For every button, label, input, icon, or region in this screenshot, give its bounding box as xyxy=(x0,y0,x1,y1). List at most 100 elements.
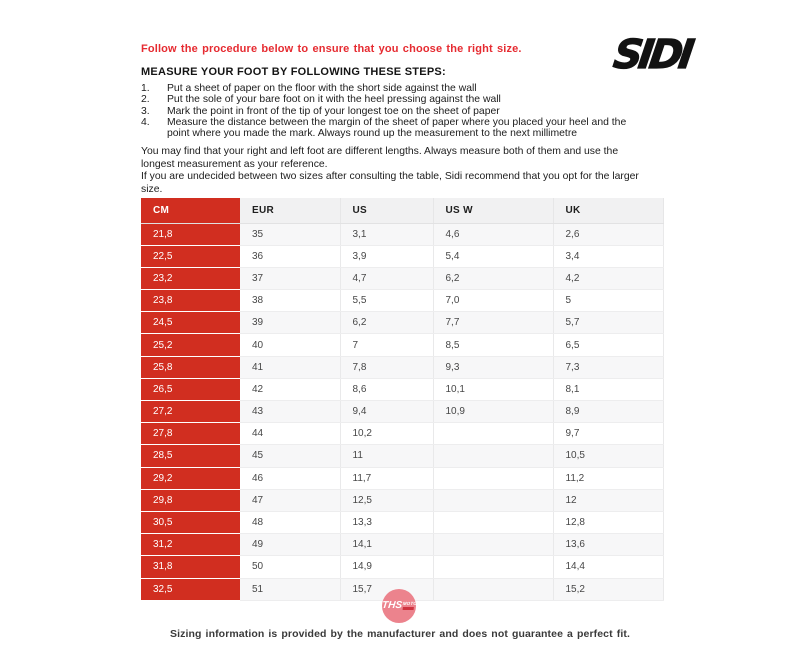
cell-eur: 37 xyxy=(240,267,341,291)
cell-us: 3,1 xyxy=(340,223,434,246)
cell-uk: 14,4 xyxy=(553,555,664,579)
cell-us: 14,9 xyxy=(340,555,434,579)
cell-us: 13,3 xyxy=(340,511,434,535)
column-header-eur: EUR xyxy=(240,198,341,224)
size-table-row: 27,2 43 9,4 10,9 8,9 xyxy=(141,400,664,424)
size-table-row: 29,2 46 11,7 11,2 xyxy=(141,467,664,490)
cell-us-w: 4,6 xyxy=(433,223,554,246)
cell-us-w: 7,0 xyxy=(433,289,554,313)
size-table-row: 23,8 38 5,5 7,0 5 xyxy=(141,289,664,313)
cell-eur: 36 xyxy=(240,245,341,268)
intro-instruction-text: Follow the procedure below to ensure tha… xyxy=(141,43,522,55)
size-table-row: 31,8 50 14,9 14,4 xyxy=(141,555,664,579)
ths-moto-watermark-text: THS MOTO xyxy=(381,600,417,611)
cell-us-w: 7,7 xyxy=(433,311,554,335)
step-text: Put the sole of your bare foot on it wit… xyxy=(167,94,501,106)
cell-us-w xyxy=(433,444,554,468)
cell-us-w: 6,2 xyxy=(433,267,554,291)
cell-cm: 29,2 xyxy=(141,467,240,490)
cell-cm: 28,5 xyxy=(141,444,240,468)
cell-us-w: 5,4 xyxy=(433,245,554,268)
cell-eur: 44 xyxy=(240,422,341,446)
cell-cm: 29,8 xyxy=(141,489,240,512)
size-table-row: 25,8 41 7,8 9,3 7,3 xyxy=(141,356,664,379)
note-line-1: You may find that your right and left fo… xyxy=(141,146,619,170)
cell-us-w xyxy=(433,511,554,535)
column-header-cm: CM xyxy=(141,198,240,224)
size-table-row: 21,8 35 3,1 4,6 2,6 xyxy=(141,223,664,246)
cell-cm: 26,5 xyxy=(141,378,240,402)
cell-us-w xyxy=(433,555,554,579)
cell-cm: 27,2 xyxy=(141,400,240,424)
cell-cm: 25,2 xyxy=(141,333,240,357)
size-table-head: CM EUR US US W UK xyxy=(141,198,664,224)
note-line-2: If you are undecided between two sizes a… xyxy=(141,171,639,195)
step-number: 3. xyxy=(141,105,150,117)
cell-cm: 21,8 xyxy=(141,223,240,246)
cell-us: 7 xyxy=(340,333,434,357)
cell-eur: 40 xyxy=(240,333,341,357)
ths-moto-watermark: THS MOTO xyxy=(381,589,417,623)
step-number: 2. xyxy=(141,94,150,106)
size-table-header-row: CM EUR US US W UK xyxy=(141,198,664,224)
size-table-row: 28,5 45 11 10,5 xyxy=(141,444,664,468)
cell-us: 9,4 xyxy=(340,400,434,424)
step-text: Mark the point in front of the tip of yo… xyxy=(167,105,500,117)
cell-us-w xyxy=(433,489,554,512)
cell-eur: 42 xyxy=(240,378,341,402)
cell-cm: 30,5 xyxy=(141,511,240,535)
size-table: CM EUR US US W UK 21,8 35 3,1 4,6 2,6 22,5 36 3,9 5,… xyxy=(141,198,664,601)
cell-us-w: 9,3 xyxy=(433,356,554,379)
sidi-logo-text: SIDI xyxy=(610,31,694,78)
watermark-ths-label: THS xyxy=(381,600,403,611)
watermark-red-bar-icon xyxy=(401,607,414,610)
cell-us-w: 10,9 xyxy=(433,400,554,424)
size-table-row: 29,8 47 12,5 12 xyxy=(141,489,664,512)
cell-cm: 23,2 xyxy=(141,267,240,291)
cell-uk: 6,5 xyxy=(553,333,664,357)
cell-cm: 27,8 xyxy=(141,422,240,446)
cell-cm: 25,8 xyxy=(141,356,240,379)
cell-us-w xyxy=(433,533,554,557)
cell-uk: 5 xyxy=(553,289,664,313)
cell-us: 14,1 xyxy=(340,533,434,557)
cell-us-w xyxy=(433,467,554,490)
size-table-row: 23,2 37 4,7 6,2 4,2 xyxy=(141,267,664,291)
cell-cm: 22,5 xyxy=(141,245,240,268)
cell-eur: 48 xyxy=(240,511,341,535)
watermark-moto-label: MOTO xyxy=(402,601,417,606)
measurement-notes: You may find that your right and left fo… xyxy=(141,146,653,196)
size-table-row: 26,5 42 8,6 10,1 8,1 xyxy=(141,378,664,402)
column-header-us-w: US W xyxy=(433,198,554,224)
cell-us: 7,8 xyxy=(340,356,434,379)
cell-eur: 51 xyxy=(240,578,341,601)
cell-eur: 50 xyxy=(240,555,341,579)
step-text: Measure the distance between the margin … xyxy=(167,116,627,140)
cell-uk: 13,6 xyxy=(553,533,664,557)
cell-eur: 49 xyxy=(240,533,341,557)
cell-eur: 47 xyxy=(240,489,341,512)
cell-cm: 31,8 xyxy=(141,555,240,579)
footer-disclaimer: Sizing information is provided by the ma… xyxy=(170,628,630,640)
cell-us: 8,6 xyxy=(340,378,434,402)
watermark-moto-block: MOTO xyxy=(401,601,417,610)
size-table-row: 31,2 49 14,1 13,6 xyxy=(141,533,664,557)
cell-eur: 35 xyxy=(240,223,341,246)
cell-eur: 38 xyxy=(240,289,341,313)
cell-uk: 9,7 xyxy=(553,422,664,446)
cell-uk: 4,2 xyxy=(553,267,664,291)
step-item-4: 4. Measure the distance between the margi… xyxy=(141,117,646,140)
step-number: 1. xyxy=(141,83,150,94)
cell-uk: 8,9 xyxy=(553,400,664,424)
step-item-1: 1. Put a sheet of paper on the floor with… xyxy=(141,83,646,94)
cell-uk: 12 xyxy=(553,489,664,512)
steps-heading: MEASURE YOUR FOOT BY FOLLOWING THESE STE… xyxy=(141,66,446,78)
cell-us-w xyxy=(433,422,554,446)
cell-uk: 8,1 xyxy=(553,378,664,402)
steps-list: 1. Put a sheet of paper on the floor with… xyxy=(141,83,646,139)
cell-uk: 3,4 xyxy=(553,245,664,268)
size-table-row: 27,8 44 10,2 9,7 xyxy=(141,422,664,446)
cell-cm: 31,2 xyxy=(141,533,240,557)
cell-cm: 23,8 xyxy=(141,289,240,313)
size-table-row: 22,5 36 3,9 5,4 3,4 xyxy=(141,245,664,268)
